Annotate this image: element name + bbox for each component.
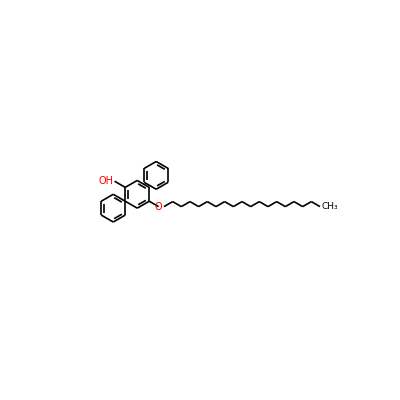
Text: OH: OH [99,176,114,186]
Text: CH₃: CH₃ [322,202,338,211]
Text: O: O [155,202,162,212]
